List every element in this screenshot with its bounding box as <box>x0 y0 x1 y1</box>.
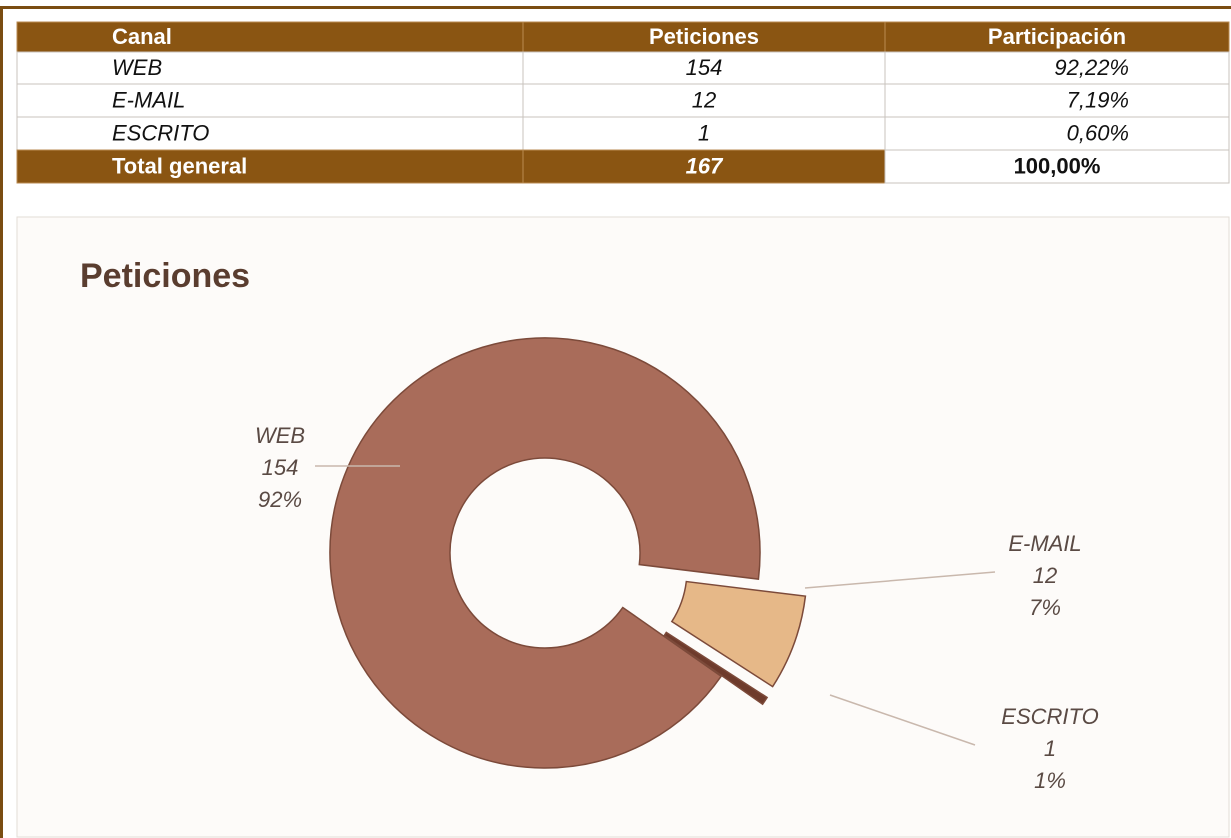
doughnut-slice <box>663 631 769 706</box>
table-cell <box>884 83 1230 118</box>
table-text: Total general <box>112 153 247 178</box>
data-label: 154 <box>262 455 299 480</box>
table-cell <box>16 21 524 53</box>
table-cell <box>884 149 1230 184</box>
table-cell <box>16 149 524 184</box>
table-text: 7,19% <box>1067 87 1129 112</box>
table-text: 154 <box>686 55 723 80</box>
data-label: WEB <box>255 423 305 448</box>
table-header: Peticiones <box>649 24 759 49</box>
table-cell <box>522 83 886 118</box>
table-text: 0,60% <box>1067 120 1129 145</box>
leader-line <box>804 571 996 589</box>
chart-title: Peticiones <box>80 257 250 295</box>
table-text: 12 <box>692 87 716 112</box>
doughnut-slice <box>670 580 807 688</box>
table-cell <box>16 83 524 118</box>
data-label: ESCRITO <box>1001 704 1098 729</box>
table-cell <box>16 51 524 85</box>
table-text: 92,22% <box>1054 55 1129 80</box>
table-header: Participación <box>988 24 1126 49</box>
data-label: 92% <box>258 487 302 512</box>
table-cell <box>884 51 1230 85</box>
table-header: Canal <box>112 24 172 49</box>
doughnut-slice <box>329 337 761 769</box>
table-text: 167 <box>686 153 724 178</box>
table-cell <box>522 116 886 151</box>
outer-border <box>0 6 1231 838</box>
table-cell <box>522 51 886 85</box>
table-cell <box>522 149 886 184</box>
leader-line <box>829 694 976 746</box>
data-label: 1 <box>1044 736 1056 761</box>
table-cell <box>884 116 1230 151</box>
data-label: E-MAIL <box>1008 531 1081 556</box>
data-label: 12 <box>1033 563 1057 588</box>
table-text: E-MAIL <box>112 87 185 112</box>
data-label: 1% <box>1034 768 1066 793</box>
table-text: 100,00% <box>1014 153 1101 178</box>
data-label: 7% <box>1029 595 1061 620</box>
table-cell <box>16 116 524 151</box>
table-cell <box>522 21 886 53</box>
table-text: WEB <box>112 55 162 80</box>
table-text: ESCRITO <box>112 120 209 145</box>
table-text: 1 <box>698 120 710 145</box>
